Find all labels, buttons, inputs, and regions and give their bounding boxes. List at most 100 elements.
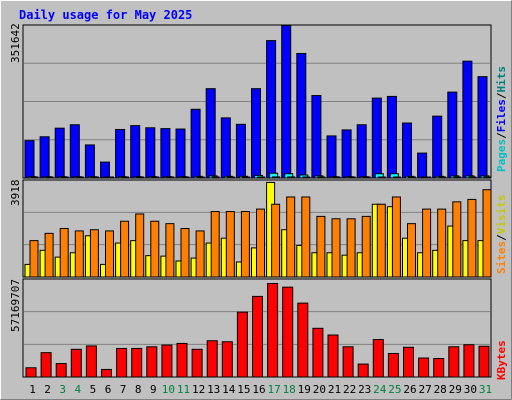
hits-max-label: 351642 xyxy=(9,23,22,63)
sites-bar xyxy=(361,215,371,278)
hits-bar xyxy=(477,76,488,179)
chart-title: Daily usage for May 2025 xyxy=(19,8,192,22)
pages-bar xyxy=(408,176,416,179)
kbytes-bar xyxy=(478,345,490,378)
x-axis-labels: 1 2 3 4 5 6 7 8 9 10 11 12 13 14 15 16 17 18 19 20 21 22 23 24 2… xyxy=(29,383,492,396)
sites-bar xyxy=(210,211,220,278)
x-tick-label: 31 xyxy=(479,383,492,396)
sites-bar xyxy=(120,220,130,278)
sites-bar xyxy=(180,228,190,278)
kbytes-bar xyxy=(131,347,143,378)
kbytes-bar xyxy=(206,340,218,378)
hits-bar xyxy=(115,128,126,179)
x-tick-label: 21 xyxy=(328,383,341,396)
sites-bar xyxy=(271,203,281,278)
hits-bar xyxy=(462,60,473,179)
pages-bar xyxy=(226,176,235,179)
pages-bar xyxy=(347,176,356,179)
x-tick-label: 24 xyxy=(373,383,387,396)
kbytes-bar xyxy=(85,345,97,378)
hits-bar xyxy=(386,95,397,179)
ylabel-sep-2: / xyxy=(495,92,508,99)
pages-bar xyxy=(287,176,296,179)
kbytes-bar xyxy=(372,339,384,378)
pages-bar xyxy=(121,176,130,179)
x-tick-label: 8 xyxy=(135,383,142,396)
pages-bar xyxy=(332,176,341,179)
kbytes-bar xyxy=(236,311,248,378)
kbytes-bar xyxy=(312,327,324,378)
pages-bar xyxy=(423,176,432,179)
visits-panel: 3918 Sites/Visits xyxy=(9,179,508,278)
kbytes-bar xyxy=(146,346,158,378)
kbytes-ylabel: KBytes xyxy=(495,340,508,380)
x-tick-label: 17 xyxy=(267,383,280,396)
kbytes-bar xyxy=(387,352,399,378)
sites-bar xyxy=(482,189,492,278)
hits-bar xyxy=(266,40,277,179)
kbytes-bar xyxy=(55,363,67,378)
hits-bar xyxy=(296,52,307,179)
kbytes-bar xyxy=(70,348,82,378)
pages-bar xyxy=(362,176,371,179)
hits-bar xyxy=(24,140,35,179)
kbytes-bar xyxy=(40,352,52,378)
sites-bar xyxy=(467,198,477,278)
pages-bar xyxy=(377,176,386,179)
x-tick-label: 6 xyxy=(105,383,112,396)
x-tick-label: 7 xyxy=(120,383,127,396)
ylabel-visits: Visits xyxy=(495,195,508,235)
sites-bar xyxy=(225,211,235,278)
x-tick-label: 14 xyxy=(222,383,236,396)
kbytes-bar xyxy=(101,368,112,378)
x-tick-label: 29 xyxy=(449,383,462,396)
pages-bar xyxy=(453,176,462,179)
sites-bar xyxy=(74,230,84,278)
kbytes-bar xyxy=(191,348,203,378)
x-tick-label: 11 xyxy=(177,383,190,396)
kbytes-bar xyxy=(297,302,309,378)
sites-bar xyxy=(407,223,416,278)
pages-bar xyxy=(317,176,326,179)
hits-panel: 351642 Pages/Files/Hits xyxy=(9,23,508,179)
ylabel-sites: Sites xyxy=(495,241,508,274)
pages-bar xyxy=(136,176,145,179)
x-tick-label: 12 xyxy=(192,383,205,396)
x-tick-label: 23 xyxy=(358,383,371,396)
sites-bar xyxy=(135,213,145,278)
sites-bar xyxy=(105,230,114,278)
kbytes-max-label: 57169707 xyxy=(9,279,22,332)
visits-max-label: 3918 xyxy=(9,180,22,207)
sites-bar xyxy=(195,230,205,278)
x-tick-label: 26 xyxy=(403,383,416,396)
x-tick-label: 2 xyxy=(44,383,51,396)
kbytes-bar xyxy=(252,295,263,378)
hits-bar xyxy=(311,95,322,179)
kbytes-bar xyxy=(418,357,430,378)
hits-bar xyxy=(432,115,443,179)
x-tick-label: 27 xyxy=(418,383,431,396)
x-tick-label: 15 xyxy=(237,383,250,396)
hits-bar xyxy=(100,161,110,179)
kbytes-bar xyxy=(327,334,339,378)
x-tick-label: 4 xyxy=(74,383,81,396)
hits-bar xyxy=(175,128,186,179)
pages-bar xyxy=(30,176,39,179)
hits-bar xyxy=(251,88,261,179)
ylabel-hits: Hits xyxy=(495,66,508,93)
sites-bar xyxy=(376,203,386,278)
kbytes-bar xyxy=(463,344,475,378)
kbytes-bar xyxy=(282,286,294,378)
sites-bar xyxy=(452,201,462,278)
hits-bar xyxy=(84,144,95,179)
hits-bar xyxy=(69,124,80,179)
pages-bar xyxy=(272,176,281,179)
x-tick-label: 19 xyxy=(298,383,311,396)
hits-bar xyxy=(356,124,367,179)
pages-bar xyxy=(302,176,311,179)
sites-bar xyxy=(256,208,265,278)
sites-bar xyxy=(44,232,54,278)
pages-bar xyxy=(166,176,175,179)
sites-bar xyxy=(150,220,160,278)
